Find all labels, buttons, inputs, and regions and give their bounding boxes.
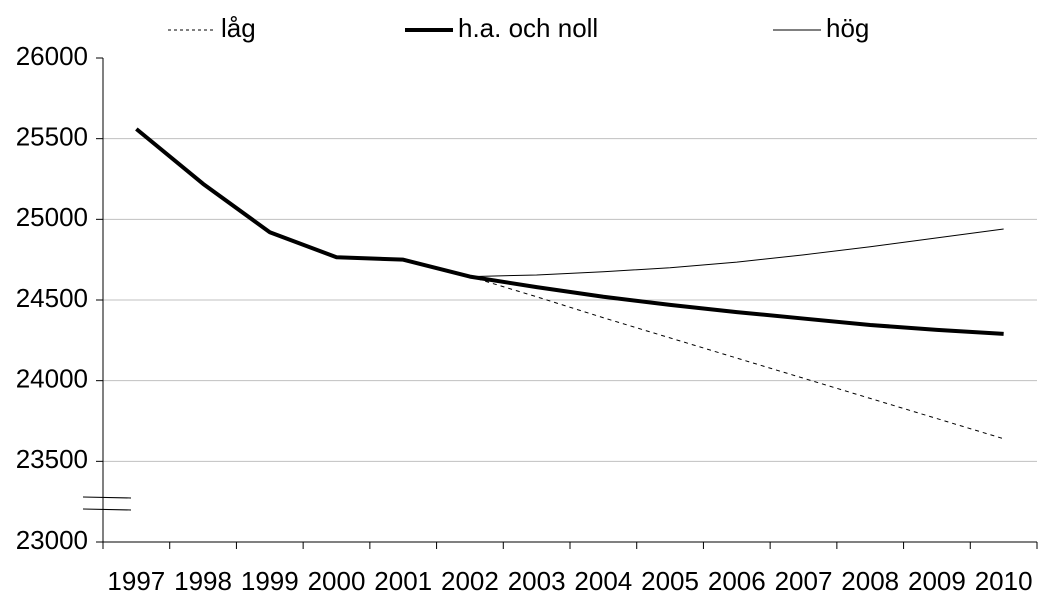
x-tick-label: 2004 (574, 566, 632, 596)
y-tick-label: 24000 (16, 364, 88, 394)
x-tick-label: 1998 (174, 566, 232, 596)
x-tick-label: 2010 (975, 566, 1033, 596)
x-tick-label: 2002 (441, 566, 499, 596)
axis-break (82, 496, 132, 499)
series-line (135, 127, 1004, 336)
x-tick-label: 2007 (775, 566, 833, 596)
x-tick-label: 2001 (374, 566, 432, 596)
x-tick-label: 2009 (908, 566, 966, 596)
x-tick-label: 1999 (241, 566, 299, 596)
x-tick-label: 2000 (308, 566, 366, 596)
axis-break (82, 508, 132, 511)
y-tick-label: 25000 (16, 202, 88, 232)
legend-label: hög (826, 13, 869, 43)
y-tick-label: 26000 (16, 41, 88, 71)
x-tick-label: 1997 (107, 566, 165, 596)
y-tick-label: 25500 (16, 122, 88, 152)
x-tick-label: 2005 (641, 566, 699, 596)
series-line (469, 276, 1004, 440)
x-tick-label: 2008 (841, 566, 899, 596)
legend-label: h.a. och noll (458, 13, 598, 43)
y-tick-label: 23500 (16, 444, 88, 474)
legend-label: låg (221, 13, 256, 43)
y-tick-label: 24500 (16, 283, 88, 313)
x-tick-label: 2003 (508, 566, 566, 596)
y-tick-label: 23000 (16, 525, 88, 555)
x-tick-label: 2006 (708, 566, 766, 596)
series-line (469, 228, 1004, 278)
